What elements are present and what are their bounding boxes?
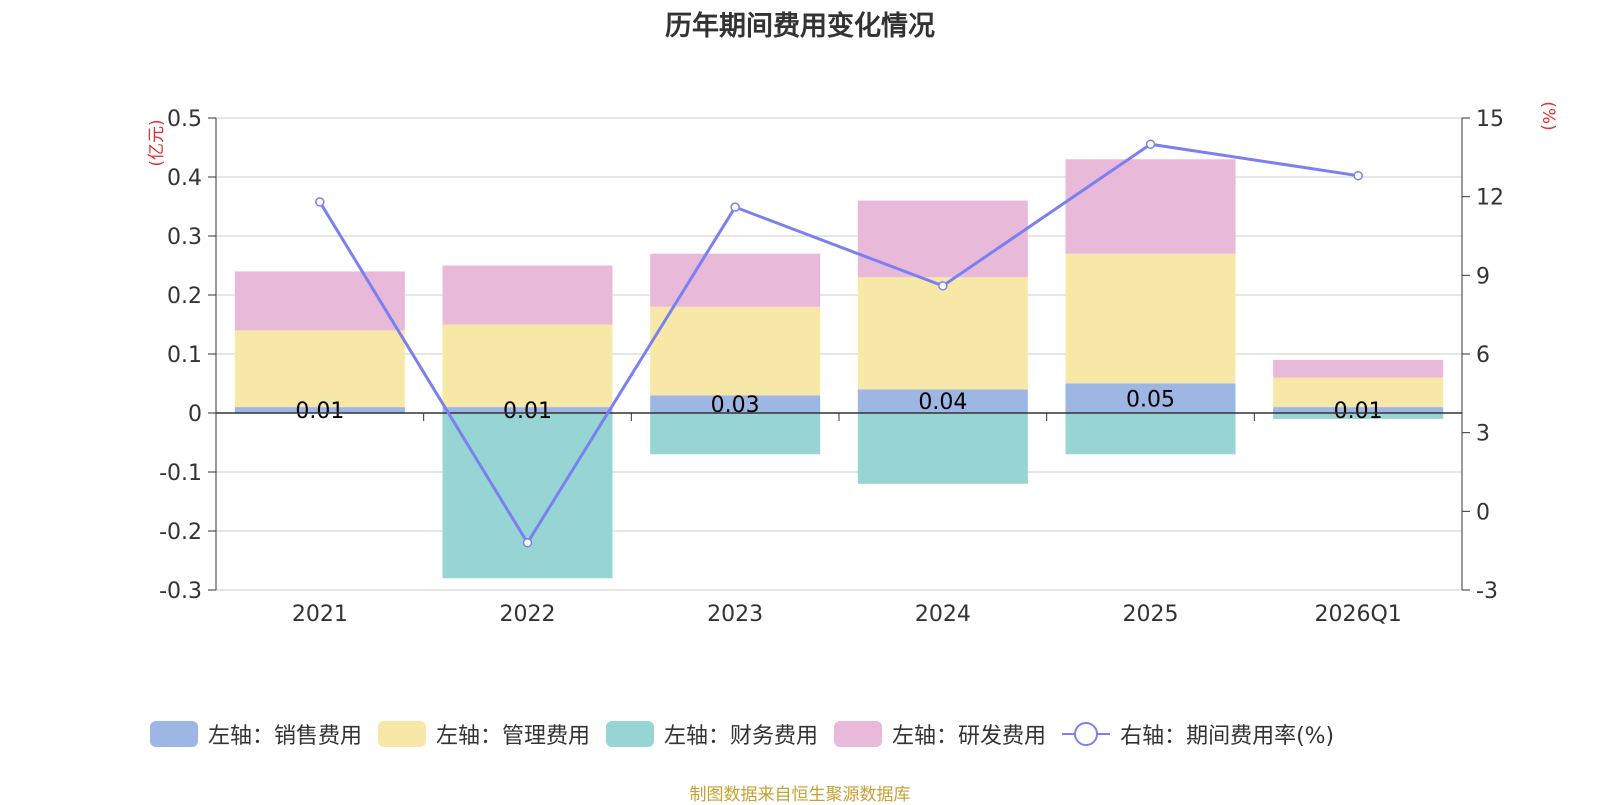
- x-axis-category-label: 2026Q1: [1315, 602, 1402, 627]
- bar-2-2023: [650, 413, 821, 455]
- right-axis-tick-label: 3: [1476, 422, 1490, 447]
- bar-2-2022: [442, 413, 613, 579]
- legend-label-finance: 左轴：财务费用: [664, 724, 819, 749]
- bar-3-2024: [857, 200, 1028, 278]
- legend-label-sales: 左轴：销售费用: [208, 724, 363, 749]
- left-axis-tick-label: 0.5: [167, 107, 202, 132]
- bar-data-label: 0.01: [295, 399, 344, 424]
- bar-data-label: 0.03: [711, 393, 760, 418]
- left-axis-unit-label: (亿元): [147, 119, 167, 166]
- x-axis-category-label: 2023: [707, 602, 763, 627]
- legend-item-sales[interactable]: 左轴：销售费用: [150, 718, 362, 750]
- legend-swatch-admin: [378, 721, 427, 747]
- right-axis-unit-label: (%): [1538, 101, 1558, 130]
- bar-2-2024: [857, 413, 1028, 484]
- expense-rate-point: [1353, 170, 1363, 181]
- x-axis-category-label: 2021: [292, 602, 348, 627]
- expense-rate-point: [730, 202, 740, 212]
- bar-3-2022: [442, 265, 613, 325]
- bar-3-2021: [234, 271, 405, 331]
- bar-0-2025: [1065, 383, 1236, 413]
- bar-data-label: 0.01: [503, 399, 552, 424]
- expense-rate-point: [522, 538, 533, 548]
- right-axis-tick-label: 0: [1476, 500, 1490, 525]
- bar-1-2024: [857, 277, 1028, 390]
- right-axis-tick-label: 15: [1476, 107, 1504, 132]
- left-axis-tick-label: -0.2: [159, 520, 202, 545]
- legend: 左轴：销售费用 左轴：管理费用 左轴：财务费用 左轴：研发费用 右轴：期间费用率…: [150, 718, 1334, 750]
- bar-3-2025: [1065, 159, 1236, 254]
- expense-rate-point: [315, 197, 325, 207]
- chart-title: 历年期间费用变化情况: [665, 11, 935, 42]
- bar-3-2023: [650, 253, 821, 307]
- left-axis-tick-label: 0.2: [167, 284, 202, 309]
- right-axis-tick-label: 12: [1476, 186, 1504, 211]
- legend-item-finance[interactable]: 左轴：财务费用: [606, 718, 818, 750]
- bar-1-2023: [650, 306, 821, 396]
- left-axis-tick-label: 0.3: [167, 225, 202, 250]
- right-axis-tick-label: 9: [1476, 264, 1490, 289]
- legend-item-admin[interactable]: 左轴：管理费用: [378, 718, 590, 750]
- x-axis-category-label: 2022: [500, 602, 556, 627]
- left-axis-tick-label: -0.1: [159, 461, 202, 486]
- x-axis-category-label: 2025: [1123, 602, 1179, 627]
- left-axis-tick-label: 0: [188, 402, 202, 427]
- x-axis-category-label: 2024: [915, 602, 971, 627]
- bar-2-2025: [1065, 413, 1236, 455]
- legend-item-expense-rate[interactable]: 右轴：期间费用率(%): [1062, 718, 1334, 750]
- legend-swatch-finance: [606, 721, 655, 747]
- legend-label-admin: 左轴：管理费用: [436, 724, 591, 749]
- expense-rate-line: [318, 142, 1359, 546]
- bar-1-2022: [442, 324, 613, 408]
- bar-0-2024: [857, 389, 1028, 413]
- legend-item-rnd[interactable]: 左轴：研发费用: [834, 718, 1046, 750]
- legend-label-rnd: 左轴：研发费用: [892, 724, 1047, 749]
- bar-2-2026Q1: [1273, 413, 1444, 419]
- bar-0-2021: [234, 407, 405, 413]
- bar-0-2023: [650, 395, 821, 413]
- bar-0-2026Q1: [1273, 407, 1444, 413]
- bar-3-2026Q1: [1273, 359, 1444, 378]
- legend-swatch-sales: [150, 721, 198, 747]
- right-axis-tick-label: -3: [1476, 579, 1498, 604]
- legend-line-marker-icon: [1062, 722, 1111, 746]
- right-axis-tick-label: 6: [1476, 343, 1490, 368]
- left-axis-tick-label: 0.4: [167, 166, 202, 191]
- data-source-note: 制图数据来自恒生聚源数据库: [689, 785, 911, 805]
- legend-label-expense-rate: 右轴：期间费用率(%): [1120, 724, 1335, 749]
- expense-rate-point: [1145, 139, 1156, 149]
- expense-rate-point: [938, 281, 948, 291]
- left-axis-tick-label: 0.1: [167, 343, 202, 368]
- bar-1-2021: [234, 330, 405, 408]
- bar-data-label: 0.04: [918, 390, 967, 415]
- bar-1-2025: [1065, 253, 1236, 384]
- legend-swatch-rnd: [834, 721, 883, 747]
- bar-data-label: 0.01: [1334, 399, 1383, 424]
- bar-data-label: 0.05: [1126, 387, 1175, 412]
- left-axis-tick-label: -0.3: [159, 579, 202, 604]
- bar-0-2022: [442, 407, 613, 413]
- bar-1-2026Q1: [1273, 377, 1444, 408]
